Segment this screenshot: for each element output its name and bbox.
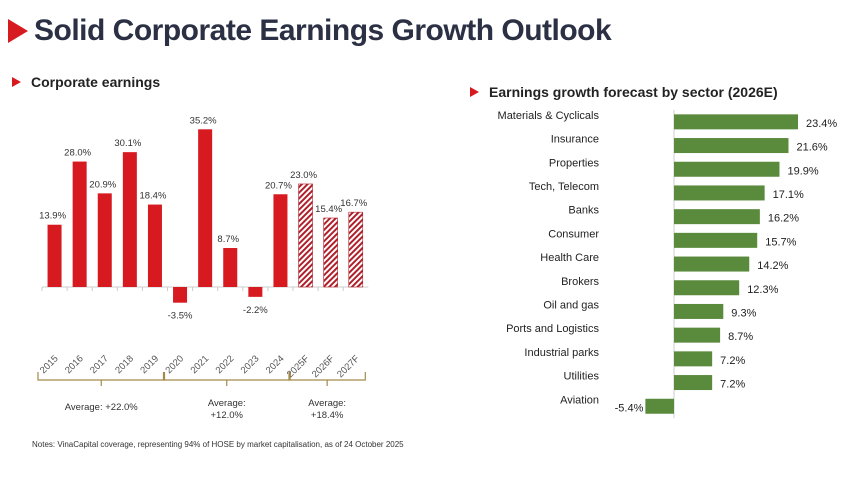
sector-label: Insurance <box>551 134 599 146</box>
average-value: +12.0% <box>211 410 244 421</box>
bar-value-label: 16.7% <box>340 198 367 209</box>
page-title-text: Solid Corporate Earnings Growth Outlook <box>34 14 612 47</box>
sector-label: Aviation <box>560 394 599 406</box>
sector-label: Utilities <box>564 371 600 383</box>
x-tick-label: 2019 <box>138 353 161 376</box>
left-chart-subtitle: Corporate earnings <box>12 74 160 90</box>
left-subtitle-text: Corporate earnings <box>31 74 161 90</box>
x-tick-label: 2016 <box>63 353 86 376</box>
sector-bar <box>674 256 750 272</box>
sector-value-label: 14.2% <box>757 260 788 272</box>
earnings-bar <box>273 194 288 287</box>
sector-bar <box>674 138 789 154</box>
x-tick-label: 2017 <box>88 353 111 376</box>
x-tick-label: 2022 <box>214 353 237 376</box>
average-bracket <box>288 372 366 386</box>
sector-label: Health Care <box>540 252 599 264</box>
bar-value-label: 30.1% <box>114 138 141 149</box>
sector-value-label: 21.6% <box>796 142 827 154</box>
bar-value-label: -2.2% <box>243 305 268 316</box>
sector-bar <box>645 398 674 414</box>
sector-bar <box>674 232 758 248</box>
sector-value-label: -5.4% <box>615 402 644 414</box>
bar-value-label: 28.0% <box>64 148 91 159</box>
page-title: Solid Corporate Earnings Growth Outlook <box>8 14 612 48</box>
sector-value-label: 17.1% <box>773 189 804 201</box>
earnings-bar <box>72 161 87 287</box>
sector-label: Brokers <box>561 276 599 288</box>
x-tick-label: 2018 <box>113 353 136 376</box>
x-tick-label: 2015 <box>38 353 61 376</box>
bullet-triangle-icon <box>470 87 479 97</box>
bar-value-label: 15.4% <box>315 204 342 215</box>
right-chart-subtitle: Earnings growth forecast by sector (2026… <box>470 84 778 100</box>
x-tick-label: 2026F <box>310 353 337 380</box>
bar-value-label: 20.7% <box>265 180 292 191</box>
x-tick-label: 2020 <box>163 353 186 376</box>
sector-bar <box>674 280 740 296</box>
sector-growth-chart: Materials & Cyclicals Insurance Properties… <box>498 110 837 419</box>
sector-bar <box>674 114 799 130</box>
bar-value-label: 8.7% <box>217 234 239 245</box>
bar-value-label: 20.9% <box>89 179 116 190</box>
sector-label: Banks <box>568 205 599 217</box>
corporate-earnings-chart: 13.9% 28.0% 20.9% 30.1% 18.4% -3.5% 35.2% 8.7% -… <box>37 115 369 421</box>
sector-label: Consumer <box>548 228 599 240</box>
average-value: +18.4% <box>311 410 344 421</box>
forecast-bar <box>298 183 313 288</box>
sector-value-label: 7.2% <box>720 355 745 367</box>
sector-label: Industrial parks <box>524 347 599 359</box>
x-tick-label: 2027F <box>335 353 362 380</box>
sector-label: Tech, Telecom <box>529 181 599 193</box>
sector-bar <box>674 327 721 343</box>
sector-bar <box>674 185 765 201</box>
x-tick-label: 2023 <box>239 353 262 376</box>
average-bracket <box>162 372 291 386</box>
sector-label: Materials & Cyclicals <box>498 110 600 122</box>
earnings-bar <box>173 287 188 303</box>
earnings-bar <box>97 193 112 287</box>
sector-value-label: 23.4% <box>806 118 837 130</box>
average-label: Average: <box>308 398 346 409</box>
bar-value-label: 35.2% <box>190 115 217 126</box>
average-bracket <box>37 372 166 386</box>
x-tick-label: 2021 <box>189 353 212 376</box>
earnings-bar <box>122 152 137 287</box>
bar-value-label: -3.5% <box>168 311 193 322</box>
earnings-bar <box>198 129 213 287</box>
title-triangle-icon <box>8 19 28 43</box>
bullet-triangle-icon <box>12 77 21 87</box>
sector-value-label: 9.3% <box>731 307 756 319</box>
average-label: Average: +22.0% <box>65 402 139 413</box>
sector-bar <box>674 375 713 391</box>
sector-label: Properties <box>549 157 600 169</box>
right-subtitle-text: Earnings growth forecast by sector (2026… <box>489 84 778 100</box>
x-tick-label: 2024 <box>264 353 287 376</box>
sector-bar <box>674 209 760 225</box>
sector-value-label: 12.3% <box>747 284 778 296</box>
sector-value-label: 8.7% <box>728 331 753 343</box>
sector-label: Ports and Logistics <box>506 323 599 335</box>
sector-bar <box>674 351 713 367</box>
chart-footnote: Notes: VinaCapital coverage, representin… <box>32 440 404 449</box>
earnings-bar <box>248 287 263 297</box>
bar-value-label: 23.0% <box>290 170 317 181</box>
average-label: Average: <box>208 398 246 409</box>
earnings-bar <box>223 248 238 287</box>
sector-value-label: 7.2% <box>720 379 745 391</box>
bar-value-label: 18.4% <box>139 191 166 202</box>
sector-label: Oil and gas <box>543 299 599 311</box>
sector-value-label: 15.7% <box>765 236 796 248</box>
sector-bar <box>674 303 724 319</box>
earnings-bar <box>47 224 62 287</box>
sector-value-label: 19.9% <box>787 165 818 177</box>
bar-value-label: 13.9% <box>39 211 66 222</box>
forecast-bar <box>348 211 364 288</box>
earnings-bar <box>147 204 162 287</box>
sector-value-label: 16.2% <box>768 213 799 225</box>
sector-bar <box>674 161 780 177</box>
forecast-bar <box>323 217 338 288</box>
